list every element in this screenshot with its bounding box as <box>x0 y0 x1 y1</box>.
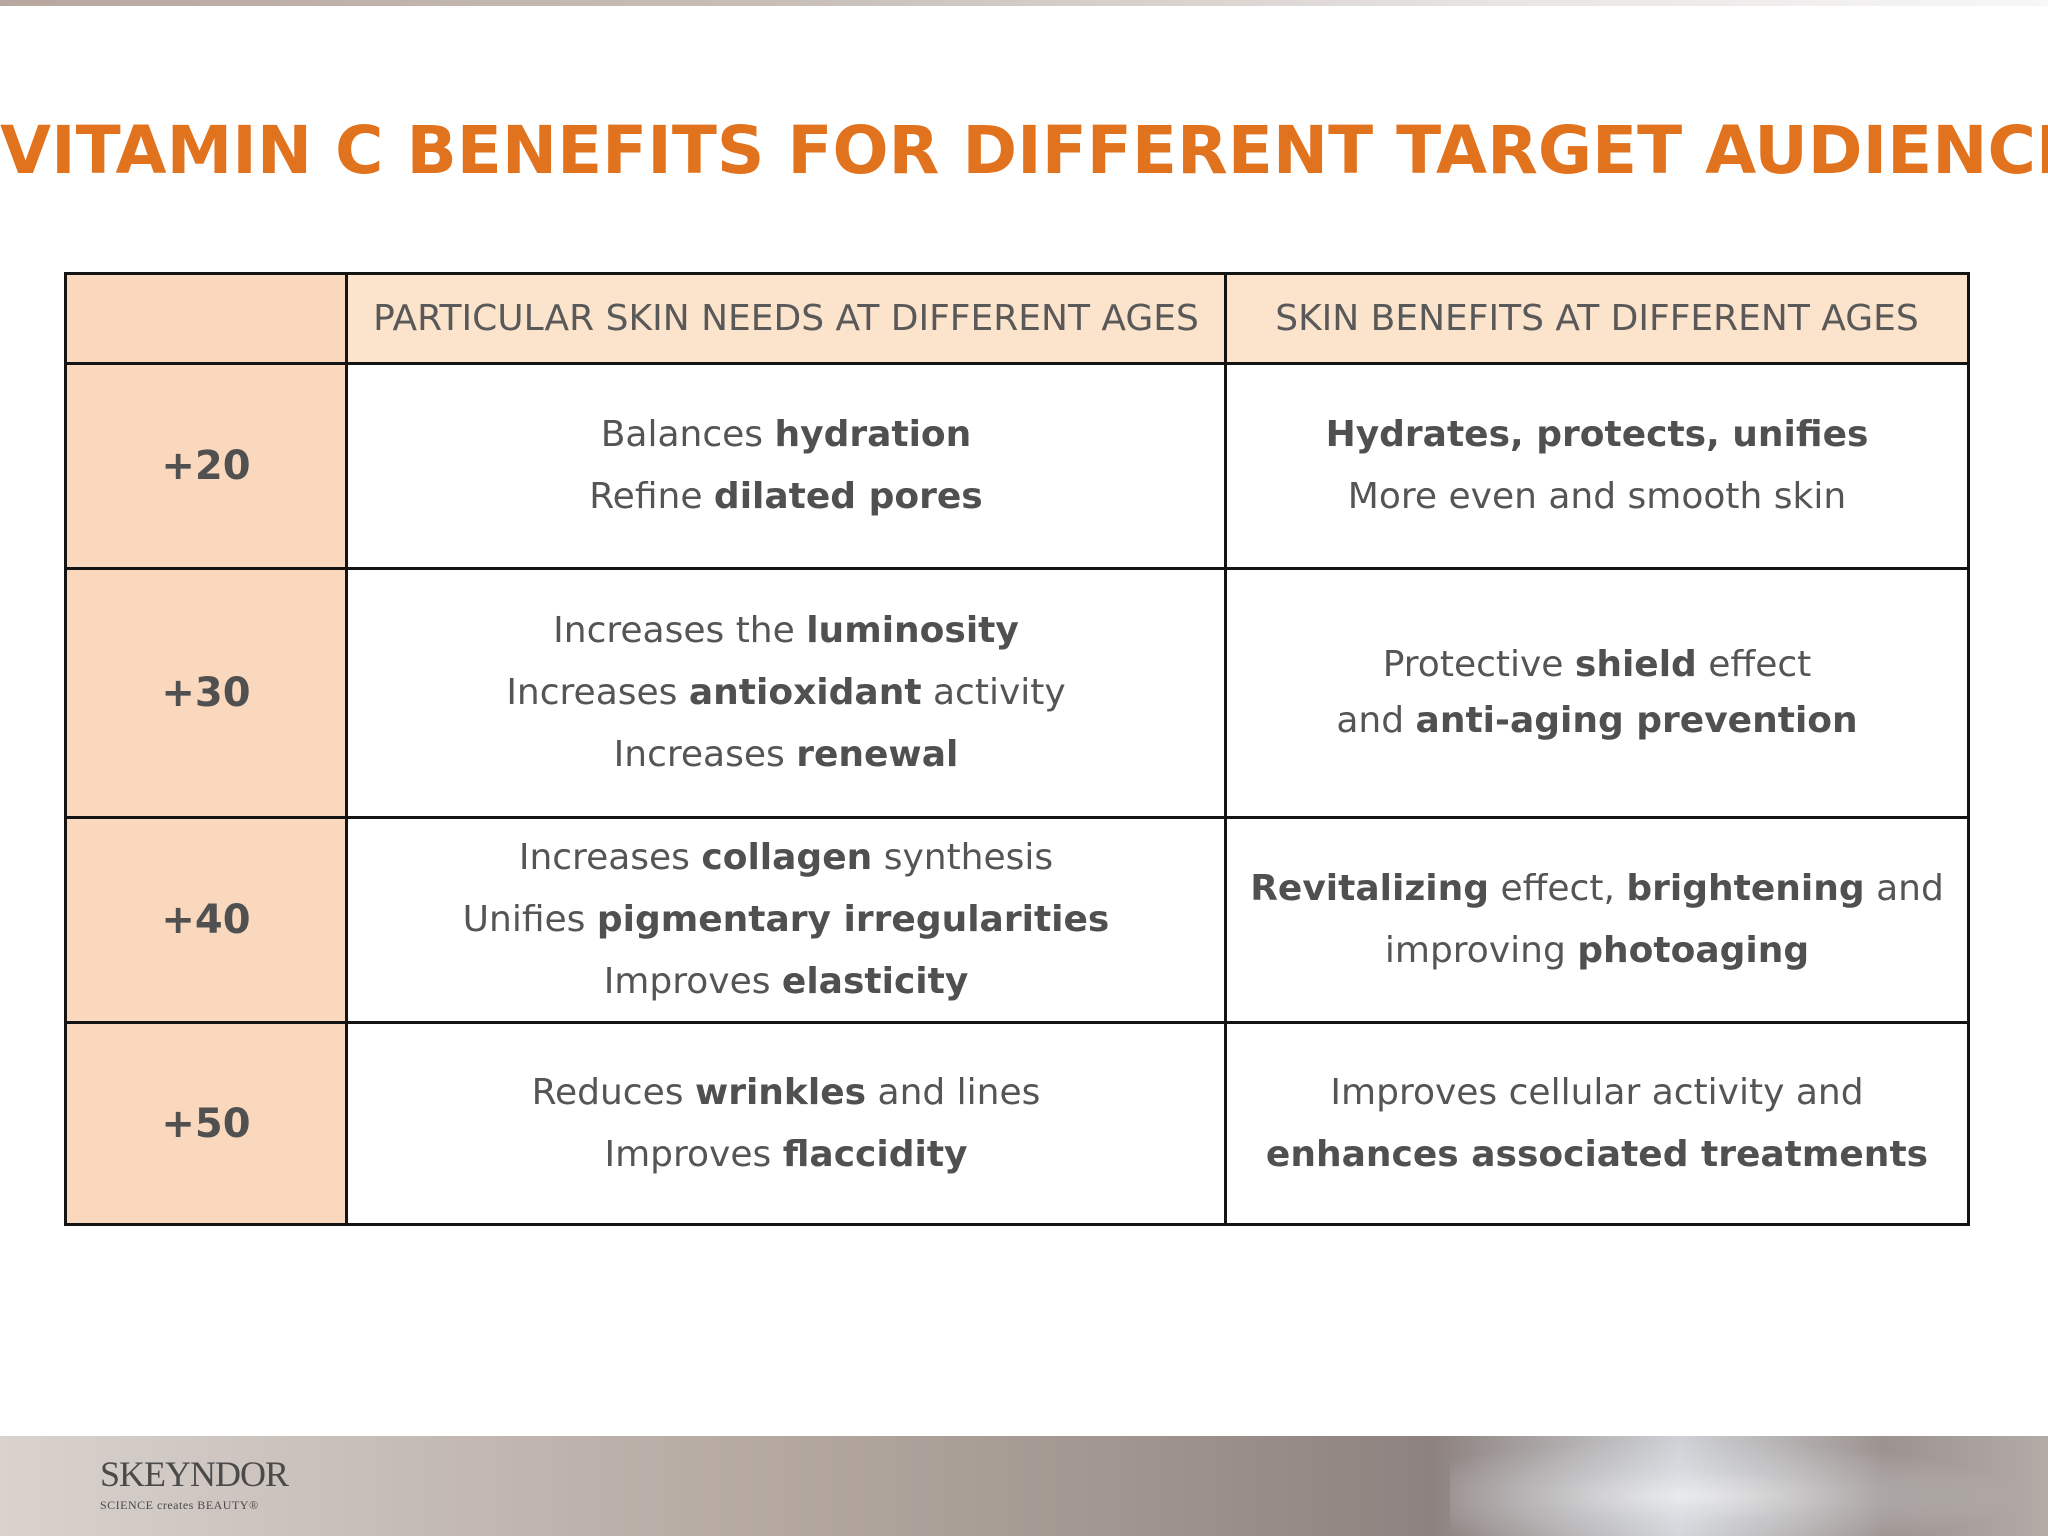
emphasis-text: Revitalizing <box>1250 868 1490 909</box>
cell-text: Increases the <box>553 610 807 651</box>
cell-line: Protective shield effect <box>1227 637 1967 693</box>
cell-text: Protective <box>1382 644 1575 685</box>
emphasis-text: photoaging <box>1577 930 1810 971</box>
emphasis-text: elasticity <box>781 961 969 1002</box>
cell-text: Increases <box>613 734 797 775</box>
benefits-cell: Hydrates, protects, unifies More even and… <box>1224 362 1970 570</box>
cell-line: Increases antioxidant activity <box>348 662 1224 724</box>
cell-text: and <box>1864 868 1944 909</box>
cell-line: Increases collagen synthesis <box>348 827 1224 889</box>
cell-text: Improves <box>603 961 782 1002</box>
age-cell: +50 <box>64 1021 348 1226</box>
cell-text: and <box>1336 700 1416 741</box>
age-cell: +30 <box>64 567 348 819</box>
header-cell-skin-needs: PARTICULAR SKIN NEEDS AT DIFFERENT AGES <box>345 272 1227 365</box>
cell-text: improving <box>1384 930 1578 971</box>
header-cell-empty <box>64 272 348 365</box>
cell-line: Reduces wrinkles and lines <box>348 1062 1224 1124</box>
cell-line: Improves cellular activity and <box>1227 1062 1967 1124</box>
benefits-table: PARTICULAR SKIN NEEDS AT DIFFERENT AGES … <box>64 272 1970 1226</box>
needs-cell: Increases the luminosity Increases antiox… <box>345 567 1227 819</box>
needs-cell: Increases collagen synthesis Unifies pigm… <box>345 816 1227 1024</box>
emphasis-text: renewal <box>796 734 959 775</box>
cell-text: activity <box>921 672 1066 713</box>
cell-text: Increases <box>518 837 702 878</box>
logo-tagline: SCIENCE creates BEAUTY® <box>100 1498 259 1512</box>
age-cell: +40 <box>64 816 348 1024</box>
footer-band <box>0 1436 2048 1536</box>
emphasis-text: luminosity <box>806 610 1019 651</box>
cell-text: More even and smooth skin <box>1347 476 1847 517</box>
emphasis-text: hydration <box>774 414 972 455</box>
cell-text: Reduces <box>531 1071 695 1113</box>
cell-line: improving photoaging <box>1227 920 1967 982</box>
cell-line: Improves elasticity <box>348 951 1224 1013</box>
cell-line: More even and smooth skin <box>1227 466 1967 528</box>
header-cell-skin-benefits: SKIN BENEFITS AT DIFFERENT AGES <box>1224 272 1970 365</box>
emphasis-text: antioxidant <box>688 672 922 713</box>
cell-line: Hydrates, protects, unifies <box>1227 404 1967 466</box>
emphasis-text: brightening <box>1626 868 1865 909</box>
emphasis-text: shield <box>1574 644 1697 685</box>
cell-line: enhances associated treatments <box>1227 1124 1967 1186</box>
needs-cell: Balances hydration Refine dilated pores <box>345 362 1227 570</box>
cell-text: and lines <box>866 1071 1041 1113</box>
emphasis-text: pigmentary irregularities <box>596 899 1110 940</box>
emphasis-text: collagen <box>701 837 873 878</box>
cell-line: Balances hydration <box>348 404 1224 466</box>
emphasis-text: flaccidity <box>782 1133 968 1175</box>
cell-text: effect, <box>1489 868 1627 909</box>
cell-text: Improves <box>604 1133 783 1175</box>
table-row: +20 Balances hydration Refine dilated por… <box>64 362 1970 570</box>
slide-title: VITAMIN C BENEFITS FOR DIFFERENT TARGET … <box>0 112 2048 189</box>
emphasis-text: anti-aging prevention <box>1415 700 1858 741</box>
table-row: +30 Increases the luminosity Increases an… <box>64 567 1970 819</box>
cell-text: Increases <box>506 672 689 713</box>
sparkle-decoration <box>1450 1436 2048 1536</box>
table-row: +50 Reduces wrinkles and lines Improves f… <box>64 1021 1970 1226</box>
cell-line: Increases renewal <box>348 724 1224 786</box>
cell-line: Improves flaccidity <box>348 1124 1224 1186</box>
cell-line: Refine dilated pores <box>348 466 1224 528</box>
needs-cell: Reduces wrinkles and lines Improves flacc… <box>345 1021 1227 1226</box>
benefits-cell: Protective shield effect and anti-aging p… <box>1224 567 1970 819</box>
emphasis-text: Hydrates, protects, unifies <box>1325 414 1869 455</box>
benefits-cell: Revitalizing effect, brightening and impr… <box>1224 816 1970 1024</box>
top-decorative-strip <box>0 0 2048 6</box>
cell-text: Refine <box>589 476 714 517</box>
table-header-row: PARTICULAR SKIN NEEDS AT DIFFERENT AGES … <box>64 272 1970 365</box>
cell-line: Increases the luminosity <box>348 600 1224 662</box>
cell-line: Unifies pigmentary irregularities <box>348 889 1224 951</box>
age-cell: +20 <box>64 362 348 570</box>
emphasis-text: wrinkles <box>694 1071 867 1113</box>
skeyndor-logo: SKEYNDOR SCIENCE creates BEAUTY® <box>100 1454 300 1513</box>
cell-text: Unifies <box>462 899 597 940</box>
cell-line: Revitalizing effect, brightening and <box>1227 858 1967 920</box>
cell-line: and anti-aging prevention <box>1227 693 1967 749</box>
benefits-cell: Improves cellular activity and enhances a… <box>1224 1021 1970 1226</box>
logo-brand: SKEYNDOR <box>100 1454 289 1494</box>
table-row: +40 Increases collagen synthesis Unifies … <box>64 816 1970 1024</box>
emphasis-text: dilated pores <box>713 476 983 517</box>
cell-text: Improves cellular activity and <box>1330 1071 1864 1113</box>
cell-text: Balances <box>600 414 775 455</box>
cell-text: synthesis <box>872 837 1054 878</box>
cell-text: effect <box>1696 644 1812 685</box>
emphasis-text: enhances associated treatments <box>1265 1133 1929 1175</box>
